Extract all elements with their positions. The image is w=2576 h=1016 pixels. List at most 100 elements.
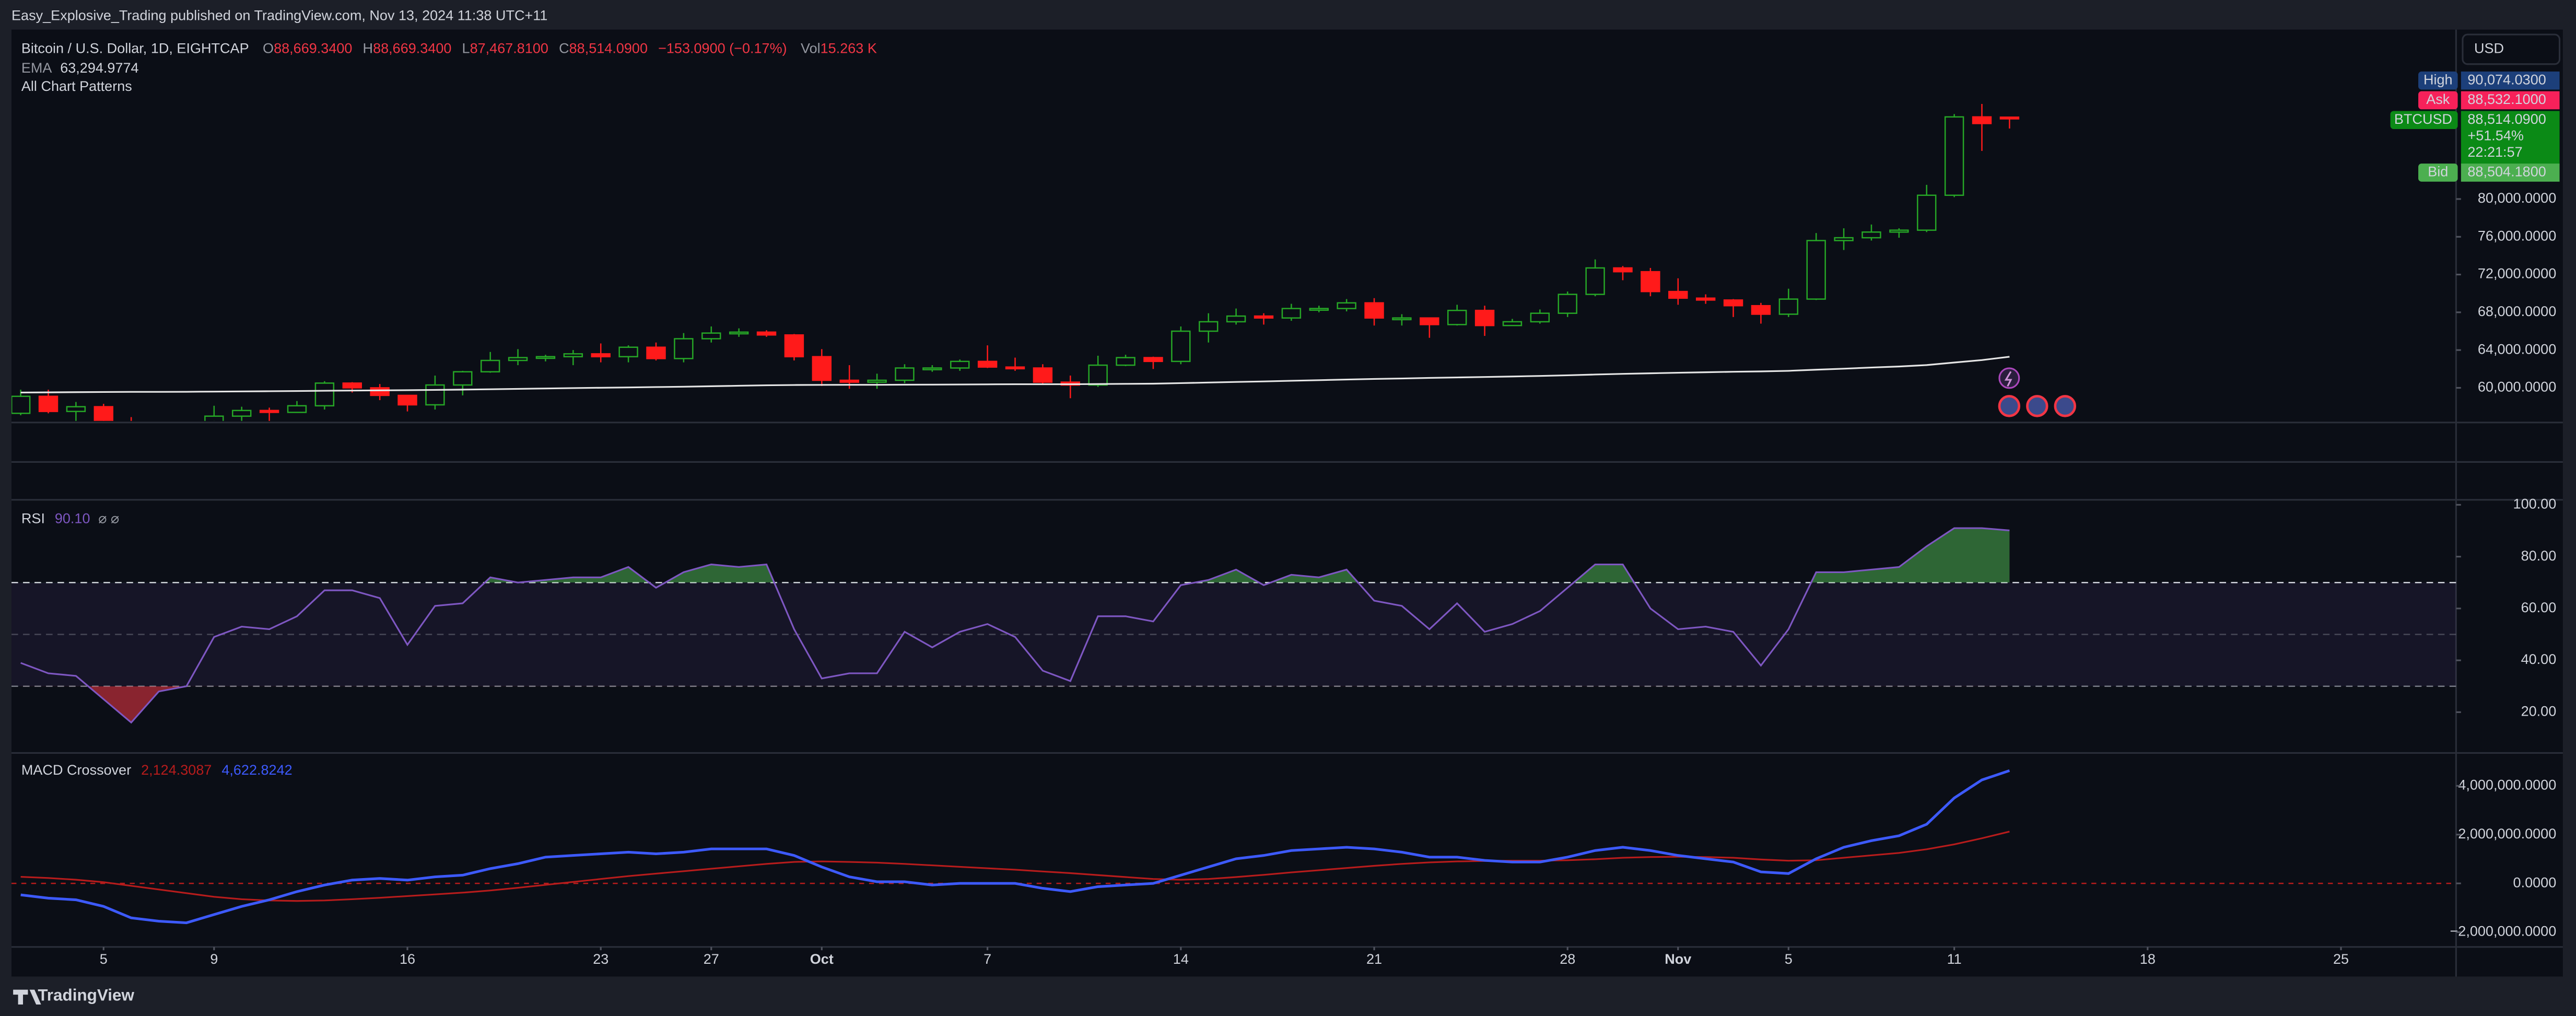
y-tick-label: 60,000.0000 (2478, 379, 2556, 395)
candle-body (1917, 194, 1937, 231)
y-tick-label: 80,000.0000 (2478, 190, 2556, 206)
candle-body (93, 406, 114, 421)
ema-line (20, 356, 2010, 394)
macd-value: 4,622.8242 (221, 762, 292, 778)
x-tick-label: 28 (1560, 951, 1575, 967)
x-tick-label: 18 (2140, 951, 2156, 967)
tag-value: 90,074.0300 (2467, 72, 2546, 87)
price-pane (11, 103, 2020, 421)
candle-body (895, 367, 915, 381)
candle-body (1723, 299, 1743, 307)
tag-name: BTCUSD (2394, 111, 2452, 127)
rsi-value: 90.10 (55, 511, 90, 527)
rsi-legend: RSI 90.10 ⌀ ⌀ (21, 511, 119, 527)
candle-body (839, 379, 859, 383)
ohlc-value: 88,669.3400 (373, 41, 451, 56)
ohlc-key: C (559, 41, 569, 56)
x-tick-label: 5 (100, 951, 108, 967)
candle-body (204, 415, 224, 421)
candle-body (729, 331, 749, 335)
candle-body (1585, 267, 1605, 295)
news-icon[interactable] (2054, 395, 2077, 417)
candle-body (756, 331, 777, 336)
candle-body (1281, 308, 1302, 319)
candle-body (1944, 116, 1964, 196)
change: −153.0900 (−0.17%) (658, 41, 787, 56)
candle-body (1005, 366, 1025, 370)
candle-body (38, 395, 58, 412)
candle-body (1751, 305, 1771, 315)
x-tick-label: 7 (983, 951, 991, 967)
candle-body (1254, 315, 1274, 319)
news-icon[interactable] (2026, 395, 2048, 417)
tag-name-box (2390, 111, 2458, 130)
currency-button[interactable] (2462, 33, 2561, 65)
candle-body (1364, 302, 1384, 319)
tag-name-box (2418, 71, 2458, 90)
x-tick-label: 27 (704, 951, 719, 967)
x-tick-label: Nov (1665, 951, 1691, 967)
candle-body (1226, 315, 1246, 323)
x-tick-label: Oct (810, 951, 834, 967)
candle-body (1337, 302, 1356, 309)
footer-brand: TradingView (38, 986, 134, 1005)
candle-body (425, 384, 445, 406)
candle-body (1474, 309, 1495, 326)
macd-name: MACD Crossover (21, 762, 131, 778)
candle-body (812, 356, 832, 381)
x-tick-label: 9 (210, 951, 218, 967)
symbol-title: Bitcoin / U.S. Dollar, 1D, EIGHTCAP (21, 41, 249, 56)
y-tick-label: 0.0000 (2513, 874, 2557, 890)
volume-value: 15.263 K (821, 41, 877, 56)
y-tick-label: 40.00 (2521, 651, 2557, 667)
ema-value: 63,294.9774 (60, 60, 138, 76)
ema-key: EMA (21, 60, 52, 76)
y-tick-label: 4,000,000.0000 (2458, 777, 2556, 792)
candle-body (867, 379, 887, 383)
candle-body (950, 360, 970, 369)
candle-body (66, 406, 86, 412)
candle-body (1199, 321, 1219, 332)
y-tick-label: 64,000.0000 (2478, 341, 2556, 357)
candle-body (1695, 297, 1716, 301)
candle-body (1889, 229, 1909, 233)
candle-body (1999, 116, 2020, 120)
candle-body (397, 394, 417, 406)
candle-body (591, 353, 611, 358)
candle-body (1116, 357, 1135, 366)
candle-body (922, 367, 942, 370)
y-tick-label: 80.00 (2521, 548, 2557, 564)
candle-body (370, 387, 390, 396)
tag-name: Ask (2426, 91, 2450, 107)
candle-body (480, 359, 500, 372)
tag-value: +51.54% (2467, 127, 2524, 143)
ohlc-key: L (462, 41, 470, 56)
tag-value: 88,504.1800 (2467, 164, 2546, 180)
news-icon[interactable] (1998, 395, 2021, 417)
candle-body (535, 356, 556, 359)
ohlc-value: 88,514.0900 (569, 41, 648, 56)
y-tick-label: 20.00 (2521, 703, 2557, 719)
candle-body (287, 405, 307, 413)
candle-body (1447, 309, 1467, 325)
currency-label[interactable]: USD (2474, 41, 2504, 56)
candle-body (232, 410, 252, 417)
y-tick-label: 100.00 (2513, 496, 2557, 511)
candle-body (1972, 116, 1992, 124)
candle-body (1530, 312, 1550, 323)
logo (13, 989, 41, 1005)
candle-body (1558, 294, 1577, 314)
tag-value-box (2461, 164, 2560, 182)
candle-body (1420, 317, 1439, 325)
chart-area (11, 29, 2563, 977)
rsi-extra: ⌀ ⌀ (98, 511, 119, 527)
x-tick-label: 25 (2333, 951, 2349, 967)
candle-body (453, 371, 473, 386)
x-tick-label: 14 (1173, 951, 1189, 967)
candle-body (1834, 237, 1854, 241)
x-tick-label: 5 (1785, 951, 1793, 967)
published-note: Easy_Explosive_Trading published on Trad… (11, 8, 547, 24)
legend-row: Bitcoin / U.S. Dollar, 1D, EIGHTCAP O88,… (21, 41, 877, 56)
macd-legend: MACD Crossover 2,124.3087 4,622.8242 (21, 762, 292, 778)
event-icon[interactable] (1998, 367, 2020, 389)
